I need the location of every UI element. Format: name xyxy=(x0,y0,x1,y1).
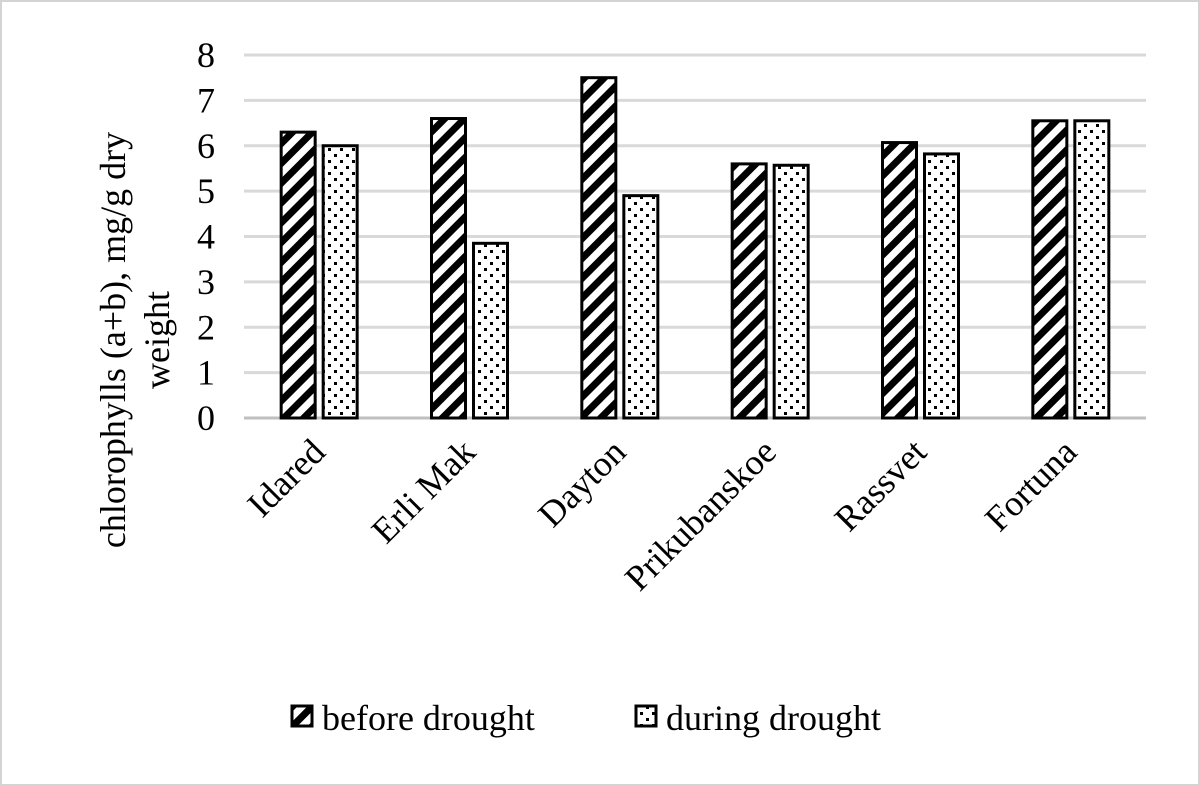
bar-during-idared xyxy=(321,144,359,420)
legend-swatch-during xyxy=(634,704,658,728)
y-tick-label: 4 xyxy=(197,217,215,257)
y-tick-label: 5 xyxy=(197,171,215,211)
y-tick-label: 1 xyxy=(197,353,215,393)
gridlines xyxy=(244,53,1146,420)
legend-label-during: during drought xyxy=(666,698,881,738)
bar-during-fortuna xyxy=(1073,119,1111,420)
y-tick-label: 3 xyxy=(197,262,215,302)
bar-before-dayton xyxy=(580,76,618,420)
bars xyxy=(279,76,1111,420)
legend-swatch-before xyxy=(290,704,314,728)
x-tick-label: Rassvet xyxy=(827,431,934,538)
bar-before-erli-mak xyxy=(430,117,467,420)
bar-before-rassvet xyxy=(881,141,918,420)
y-axis-label: chlorophylls (a+b), mg/g dry weight xyxy=(93,132,177,548)
y-tick-label: 0 xyxy=(197,398,215,438)
legend: before drought during drought xyxy=(290,698,881,738)
y-tick-label: 6 xyxy=(197,126,215,166)
bar-before-idared xyxy=(279,130,317,420)
x-tick-label: Prikubanskoe xyxy=(617,431,784,598)
y-tick-label: 7 xyxy=(197,80,215,120)
y-axis-label-line: weight xyxy=(137,291,177,389)
bar-during-rassvet xyxy=(923,152,960,420)
bar-during-dayton xyxy=(622,194,660,420)
y-axis-ticks: 0 1 2 3 4 5 6 7 8 xyxy=(197,35,215,438)
x-tick-label: Idared xyxy=(240,431,333,524)
bar-before-fortuna xyxy=(1031,119,1069,420)
bar-during-erli-mak xyxy=(472,241,509,420)
x-tick-label: Dayton xyxy=(530,431,633,534)
bar-before-prikubanskoe xyxy=(730,162,768,420)
x-tick-label: Erli Mak xyxy=(364,431,483,550)
y-axis-label-line: chlorophylls (a+b), mg/g dry xyxy=(93,132,133,548)
y-tick-label: 8 xyxy=(197,35,215,75)
legend-label-before: before drought xyxy=(322,698,535,738)
x-tick-label: Fortuna xyxy=(977,431,1084,538)
bar-during-prikubanskoe xyxy=(772,163,810,420)
y-tick-label: 2 xyxy=(197,307,215,347)
